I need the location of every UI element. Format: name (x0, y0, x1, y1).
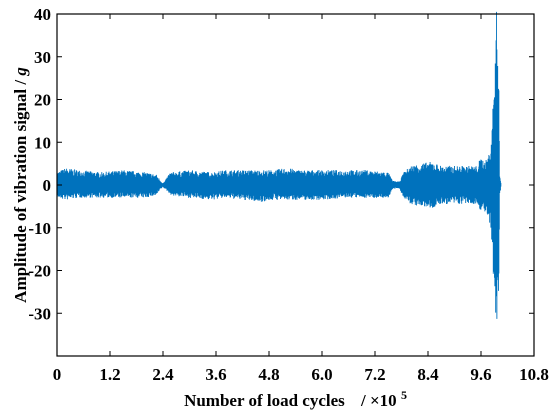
y-tick-label: 40 (34, 5, 51, 24)
y-axis-label: Amplitude of vibration signal / g (11, 67, 30, 303)
x-tick-label: 7.2 (364, 365, 385, 384)
y-tick-label: 10 (34, 133, 51, 152)
x-tick-label: 0 (53, 365, 62, 384)
x-tick-label: 1.2 (99, 365, 120, 384)
y-tick-label: 0 (43, 176, 52, 195)
x-tick-label: 9.6 (470, 365, 491, 384)
y-axis-unit: g (11, 67, 30, 77)
x-tick-label: 2.4 (152, 365, 174, 384)
x-axis-label: Number of load cycles / ×10 5 (184, 388, 407, 410)
x-tick-label: 8.4 (417, 365, 439, 384)
axis-ticks: 0 1.2 2.4 3.6 4.8 6.0 7.2 8.4 9.6 10.8 40 30 20 10 0 -1… (28, 5, 549, 384)
vibration-signal-series (56, 11, 502, 319)
x-tick-label: 6.0 (311, 365, 332, 384)
y-tick-label: -20 (28, 262, 51, 281)
x-axis-unit-exponent: 5 (401, 388, 407, 402)
x-axis-unit-prefix: / ×10 (360, 391, 397, 410)
x-axis-label-text: Number of load cycles (184, 391, 345, 410)
y-tick-label: 30 (34, 48, 51, 67)
x-tick-label: 10.8 (519, 365, 549, 384)
y-tick-label: -30 (28, 304, 51, 323)
x-tick-label: 4.8 (258, 365, 279, 384)
y-axis-label-text: Amplitude of vibration signal / (11, 80, 30, 303)
y-tick-label: -10 (28, 219, 51, 238)
plot-area (56, 11, 502, 319)
x-tick-label: 3.6 (205, 365, 226, 384)
y-tick-label: 20 (34, 91, 51, 110)
